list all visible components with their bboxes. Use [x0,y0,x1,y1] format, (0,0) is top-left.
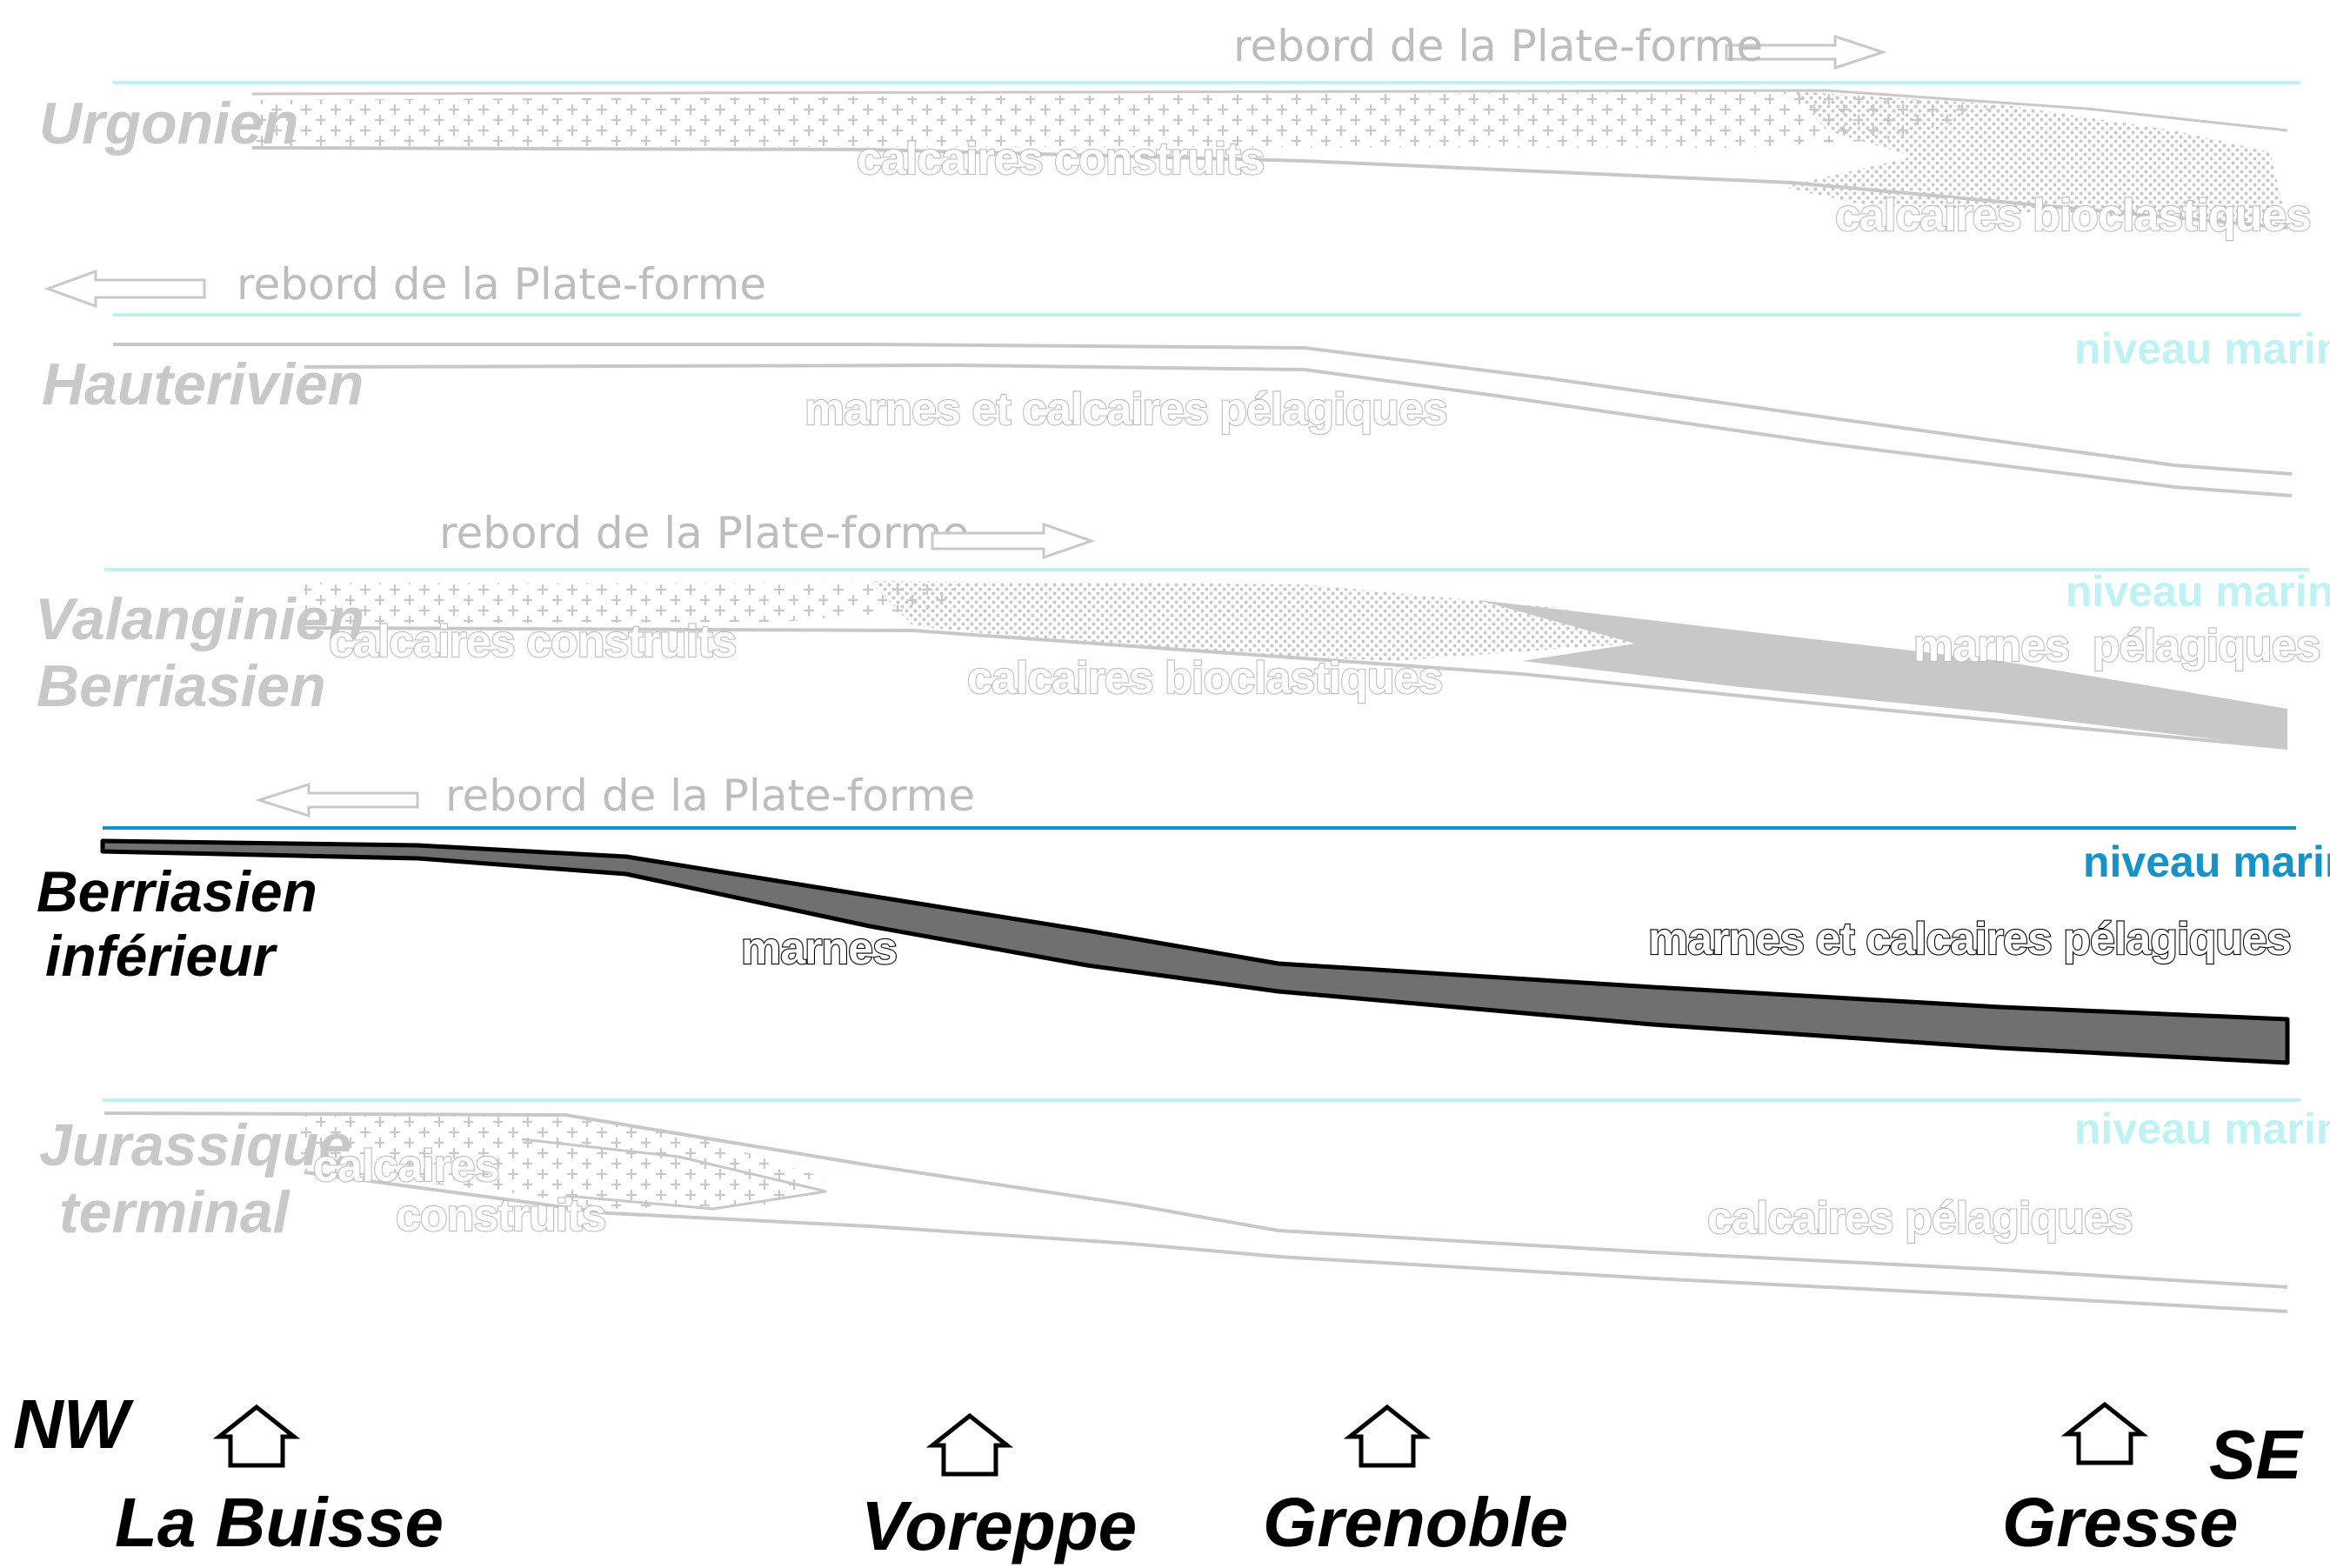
house-icon-grenoble [1343,1404,1432,1468]
urgonien-rebord-arrow [1725,34,1887,70]
hauterivien-bed-top [113,343,2293,476]
hauterivien-rebord-arrow [43,269,206,309]
orientation-se: SE [2209,1416,2304,1493]
valanginien-unit-bioclastiques: calcaires bioclastiques [967,653,1442,704]
jurassique-panel: niveau marin Jurassique terminal calcair… [39,1098,2330,1313]
berriasien-marl-bed [100,838,2290,1065]
locality-voreppe: Voreppe [861,1487,1137,1565]
valanginien-bioclastic-body [870,581,1635,661]
jurassique-bed-top [103,1111,2288,1289]
urgonien-panel: rebord de la Plate-forme Urgonien calcai… [39,21,2313,242]
orientation-nw: NW [13,1385,135,1463]
berriasien-sea-level-label: niveau marin [2083,837,2330,886]
valanginien-sea-level-label: niveau marin [2066,567,2330,616]
stage-label-hauterivien: Hauterivien [42,351,364,417]
urgonien-unit-construits: calcaires construits [857,134,1264,184]
berriasien-unit-marnes-calcaires: marnes et calcaires pélagiques [1648,914,2291,964]
jurassique-sea-level-label: niveau marin [2074,1104,2330,1153]
urgonien-rebord-label: rebord de la Plate-forme [1233,21,1763,71]
stage-label-valanginien: Valanginien [35,586,364,652]
urgonien-bed-base [251,146,2288,230]
jurassique-construit-outline [521,1138,827,1211]
jurassique-bed-base [304,1171,2288,1313]
hauterivien-bed-base [304,363,2293,497]
stage-label-terminal: terminal [59,1179,291,1245]
stage-label-berriasien-upper: Berriasien [37,653,326,719]
valanginien-construit-body [304,583,957,624]
hauterivien-sea-level-label: niveau marin [2074,324,2330,373]
locality-gresse: Gresse [2002,1484,2238,1561]
locality-grenoble: Grenoble [1263,1484,1568,1561]
berriasien-inferieur-panel: rebord de la Plate-forme niveau marin Be… [37,771,2330,1065]
localities-axis: NW SE La Buisse Voreppe Grenoble Gresse [13,1385,2304,1565]
house-icon-la-buisse [212,1404,301,1468]
hauterivien-rebord-label: rebord de la Plate-forme [237,259,766,310]
jurassique-unit-calcaires: calcaires [313,1141,499,1191]
valanginien-rebord-label: rebord de la Plate-forme [439,508,969,558]
urgonien-bioclastic-body [1783,91,2287,224]
hauterivien-panel: rebord de la Plate-forme niveau marin Ha… [42,259,2330,497]
valanginien-panel: rebord de la Plate-forme niveau marin Va… [35,508,2330,750]
stage-label-urgonien: Urgonien [39,90,298,157]
hauterivien-unit-marnes-calcaires: marnes et calcaires pélagiques [804,384,1447,435]
urgonien-top [251,89,2288,132]
stage-label-inferieur: inférieur [45,924,277,988]
urgonien-construit-body [252,91,2000,148]
berriasien-rebord-arrow [255,782,419,818]
valanginien-unit-marnes-pelagiques: marnes pélagiques [1913,621,2320,671]
house-icon-gresse [2060,1401,2149,1465]
locality-la-buisse: La Buisse [115,1484,444,1561]
valanginien-rebord-arrow [931,522,1096,560]
stage-label-berriasien: Berriasien [37,859,317,924]
house-icon-voreppe [925,1412,1014,1477]
stage-label-jurassique: Jurassique [39,1112,351,1178]
valanginien-unit-construits: calcaires construits [329,617,736,667]
valanginien-bed-base [304,626,2288,750]
jurassique-unit-calcaires-pelagiques: calcaires pélagiques [1707,1193,2133,1244]
valanginien-pelagic-body [1479,600,2287,748]
jurassique-unit-construits: construits [396,1191,605,1241]
berriasien-unit-marnes: marnes [741,924,897,974]
berriasien-rebord-label: rebord de la Plate-forme [445,771,975,821]
urgonien-unit-bioclastiques: calcaires bioclastiques [1835,190,2310,241]
